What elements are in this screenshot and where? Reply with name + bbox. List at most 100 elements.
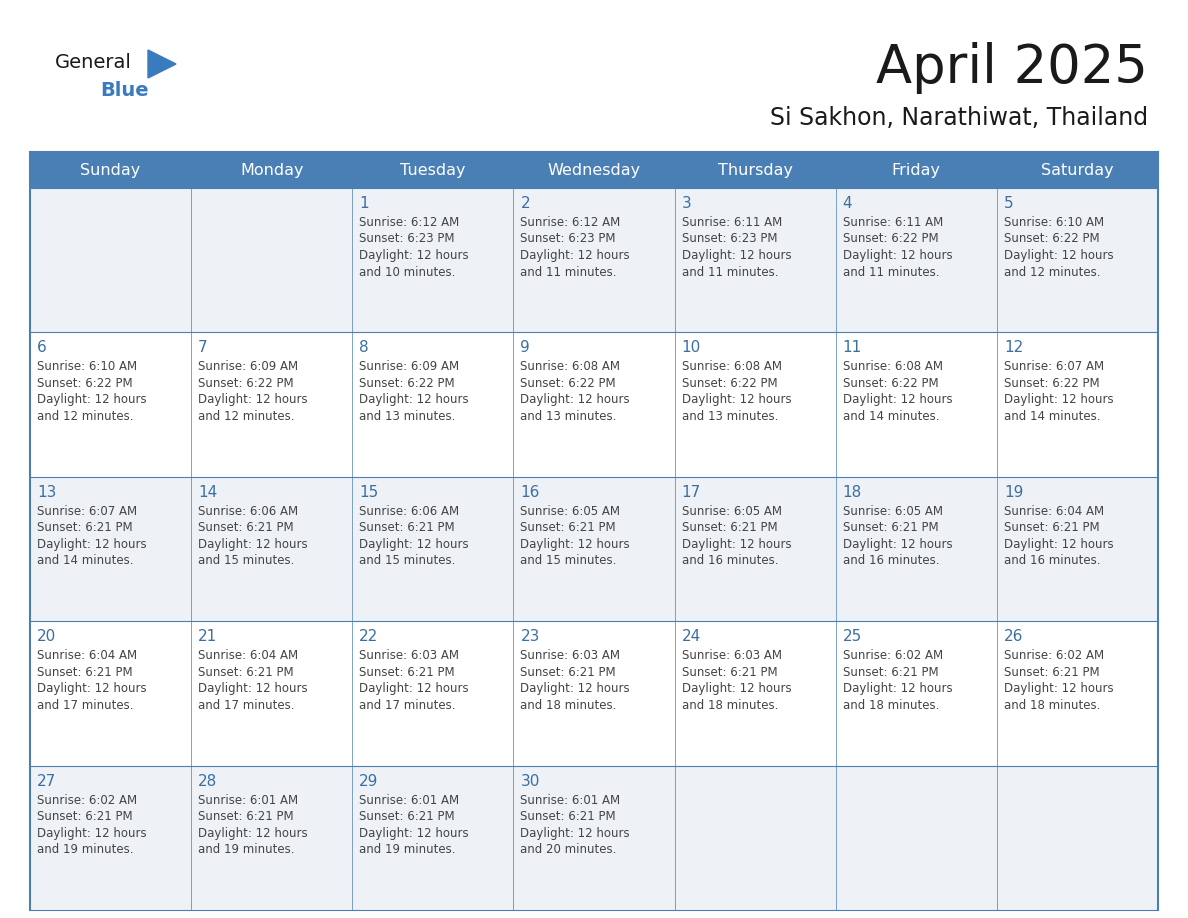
Text: 21: 21 <box>198 629 217 644</box>
Text: Sunrise: 6:01 AM: Sunrise: 6:01 AM <box>359 793 460 807</box>
Text: Daylight: 12 hours: Daylight: 12 hours <box>682 538 791 551</box>
Text: Sunrise: 6:08 AM: Sunrise: 6:08 AM <box>682 361 782 374</box>
Text: Sunrise: 6:10 AM: Sunrise: 6:10 AM <box>37 361 137 374</box>
Text: Sunrise: 6:11 AM: Sunrise: 6:11 AM <box>682 216 782 229</box>
Text: and 14 minutes.: and 14 minutes. <box>37 554 133 567</box>
Text: Daylight: 12 hours: Daylight: 12 hours <box>520 826 630 840</box>
Text: and 16 minutes.: and 16 minutes. <box>1004 554 1100 567</box>
Text: Sunset: 6:22 PM: Sunset: 6:22 PM <box>198 377 293 390</box>
Text: Sunset: 6:21 PM: Sunset: 6:21 PM <box>198 521 293 534</box>
Text: 4: 4 <box>842 196 852 211</box>
Text: and 11 minutes.: and 11 minutes. <box>842 265 940 278</box>
Text: Sunrise: 6:05 AM: Sunrise: 6:05 AM <box>520 505 620 518</box>
Text: Sunrise: 6:08 AM: Sunrise: 6:08 AM <box>842 361 943 374</box>
Text: and 17 minutes.: and 17 minutes. <box>359 699 456 711</box>
Text: and 14 minutes.: and 14 minutes. <box>1004 410 1100 423</box>
Text: and 16 minutes.: and 16 minutes. <box>842 554 940 567</box>
Bar <box>30 152 191 188</box>
Text: Friday: Friday <box>892 162 941 177</box>
Text: Sunrise: 6:12 AM: Sunrise: 6:12 AM <box>359 216 460 229</box>
Text: Daylight: 12 hours: Daylight: 12 hours <box>198 682 308 695</box>
Text: 17: 17 <box>682 485 701 499</box>
Text: Sunrise: 6:01 AM: Sunrise: 6:01 AM <box>520 793 620 807</box>
Text: Sunrise: 6:07 AM: Sunrise: 6:07 AM <box>37 505 137 518</box>
Text: 14: 14 <box>198 485 217 499</box>
Text: 11: 11 <box>842 341 862 355</box>
Text: Daylight: 12 hours: Daylight: 12 hours <box>842 249 953 262</box>
Bar <box>30 621 1158 766</box>
Text: and 13 minutes.: and 13 minutes. <box>520 410 617 423</box>
Text: Sunrise: 6:03 AM: Sunrise: 6:03 AM <box>520 649 620 662</box>
Text: Sunset: 6:22 PM: Sunset: 6:22 PM <box>842 232 939 245</box>
Text: Daylight: 12 hours: Daylight: 12 hours <box>37 394 146 407</box>
Text: Daylight: 12 hours: Daylight: 12 hours <box>520 394 630 407</box>
Text: 24: 24 <box>682 629 701 644</box>
Text: Sunrise: 6:08 AM: Sunrise: 6:08 AM <box>520 361 620 374</box>
Text: 19: 19 <box>1004 485 1023 499</box>
Text: Sunset: 6:21 PM: Sunset: 6:21 PM <box>37 521 133 534</box>
Text: April 2025: April 2025 <box>876 42 1148 94</box>
Text: 18: 18 <box>842 485 862 499</box>
Text: Thursday: Thursday <box>718 162 792 177</box>
Text: and 17 minutes.: and 17 minutes. <box>37 699 133 711</box>
Text: Daylight: 12 hours: Daylight: 12 hours <box>198 826 308 840</box>
Text: Sunday: Sunday <box>81 162 140 177</box>
Text: Sunset: 6:22 PM: Sunset: 6:22 PM <box>520 377 617 390</box>
Text: Daylight: 12 hours: Daylight: 12 hours <box>1004 249 1113 262</box>
Bar <box>835 152 997 188</box>
Text: and 13 minutes.: and 13 minutes. <box>682 410 778 423</box>
Text: 26: 26 <box>1004 629 1023 644</box>
Text: Daylight: 12 hours: Daylight: 12 hours <box>842 538 953 551</box>
Bar <box>353 152 513 188</box>
Text: Sunset: 6:21 PM: Sunset: 6:21 PM <box>359 521 455 534</box>
Text: Sunrise: 6:04 AM: Sunrise: 6:04 AM <box>198 649 298 662</box>
Text: Daylight: 12 hours: Daylight: 12 hours <box>842 682 953 695</box>
Text: Daylight: 12 hours: Daylight: 12 hours <box>359 826 469 840</box>
Text: and 12 minutes.: and 12 minutes. <box>37 410 133 423</box>
Bar <box>30 332 1158 476</box>
Text: Daylight: 12 hours: Daylight: 12 hours <box>520 682 630 695</box>
Text: Sunrise: 6:11 AM: Sunrise: 6:11 AM <box>842 216 943 229</box>
Text: Sunrise: 6:06 AM: Sunrise: 6:06 AM <box>359 505 460 518</box>
Text: and 18 minutes.: and 18 minutes. <box>682 699 778 711</box>
Text: Sunrise: 6:02 AM: Sunrise: 6:02 AM <box>37 793 137 807</box>
Text: Sunrise: 6:09 AM: Sunrise: 6:09 AM <box>359 361 460 374</box>
Text: General: General <box>55 52 132 72</box>
Text: Sunrise: 6:05 AM: Sunrise: 6:05 AM <box>682 505 782 518</box>
Text: 15: 15 <box>359 485 379 499</box>
Text: Sunset: 6:21 PM: Sunset: 6:21 PM <box>520 666 617 678</box>
Text: Sunset: 6:21 PM: Sunset: 6:21 PM <box>520 521 617 534</box>
Text: 13: 13 <box>37 485 56 499</box>
Polygon shape <box>148 50 176 78</box>
Text: Daylight: 12 hours: Daylight: 12 hours <box>682 249 791 262</box>
Text: and 16 minutes.: and 16 minutes. <box>682 554 778 567</box>
Text: and 18 minutes.: and 18 minutes. <box>842 699 939 711</box>
Text: Sunset: 6:22 PM: Sunset: 6:22 PM <box>1004 232 1099 245</box>
Text: Daylight: 12 hours: Daylight: 12 hours <box>520 538 630 551</box>
Text: Sunset: 6:21 PM: Sunset: 6:21 PM <box>682 666 777 678</box>
Text: Saturday: Saturday <box>1041 162 1113 177</box>
Text: and 12 minutes.: and 12 minutes. <box>198 410 295 423</box>
Text: Monday: Monday <box>240 162 303 177</box>
Text: Sunrise: 6:09 AM: Sunrise: 6:09 AM <box>198 361 298 374</box>
Text: and 17 minutes.: and 17 minutes. <box>198 699 295 711</box>
Text: Sunrise: 6:07 AM: Sunrise: 6:07 AM <box>1004 361 1104 374</box>
Text: and 18 minutes.: and 18 minutes. <box>1004 699 1100 711</box>
Text: Daylight: 12 hours: Daylight: 12 hours <box>198 538 308 551</box>
Text: Daylight: 12 hours: Daylight: 12 hours <box>359 249 469 262</box>
Text: and 19 minutes.: and 19 minutes. <box>37 843 133 856</box>
Text: 25: 25 <box>842 629 862 644</box>
Text: and 15 minutes.: and 15 minutes. <box>198 554 295 567</box>
Text: Daylight: 12 hours: Daylight: 12 hours <box>682 682 791 695</box>
Text: and 11 minutes.: and 11 minutes. <box>682 265 778 278</box>
Text: Sunset: 6:22 PM: Sunset: 6:22 PM <box>682 377 777 390</box>
Text: Daylight: 12 hours: Daylight: 12 hours <box>359 394 469 407</box>
Text: Sunset: 6:21 PM: Sunset: 6:21 PM <box>1004 521 1099 534</box>
Text: Daylight: 12 hours: Daylight: 12 hours <box>359 682 469 695</box>
Text: and 12 minutes.: and 12 minutes. <box>1004 265 1100 278</box>
Text: and 15 minutes.: and 15 minutes. <box>520 554 617 567</box>
Text: Sunset: 6:21 PM: Sunset: 6:21 PM <box>37 666 133 678</box>
Text: 29: 29 <box>359 774 379 789</box>
Text: Sunrise: 6:03 AM: Sunrise: 6:03 AM <box>682 649 782 662</box>
Text: 7: 7 <box>198 341 208 355</box>
